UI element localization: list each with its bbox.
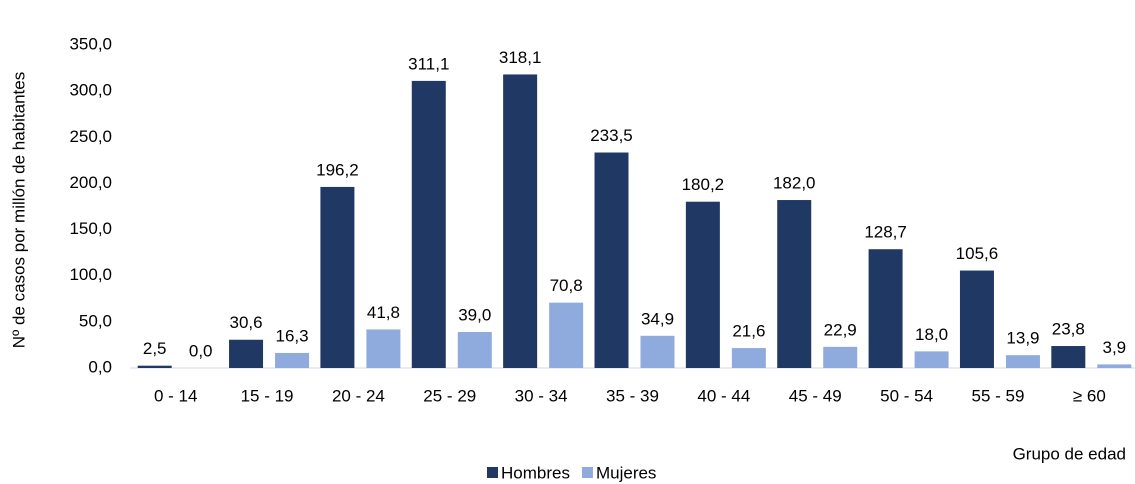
bar [914,351,949,368]
bar [731,348,766,368]
value-label: 22,9 [824,320,857,339]
x-tick-label: 30 - 34 [515,386,568,405]
y-axis-title: Nº de casos por millón de habitantes [9,72,28,348]
value-label: 16,3 [275,326,308,345]
bar [503,74,538,368]
bar [777,200,812,368]
value-label: 18,0 [915,325,948,344]
bar [229,339,264,368]
x-tick-label: 40 - 44 [697,386,750,405]
value-label: 41,8 [367,303,400,322]
value-label: 23,8 [1052,320,1085,339]
bar [1051,346,1086,368]
value-label: 0,0 [189,341,213,360]
bar [959,270,994,368]
bar [823,346,858,368]
y-tick-label: 100,0 [69,265,112,284]
bar [1097,364,1132,368]
bar [457,332,492,368]
y-tick-label: 150,0 [69,219,112,238]
value-label: 233,5 [590,126,633,145]
x-tick-label: 50 - 54 [880,386,933,405]
x-tick-label: 0 - 14 [154,386,197,405]
x-axis-title: Grupo de edad [1013,444,1126,463]
legend-swatch [581,467,593,478]
x-tick-label: 20 - 24 [332,386,385,405]
y-tick-label: 250,0 [69,127,112,146]
value-label: 13,9 [1006,329,1039,348]
value-label: 30,6 [229,313,262,332]
bar [868,249,903,368]
value-label: 21,6 [732,322,765,341]
value-label: 318,1 [499,48,542,67]
x-tick-label: 25 - 29 [423,386,476,405]
bar [366,329,401,368]
bar [137,365,172,368]
value-label: 34,9 [641,309,674,328]
bar [320,186,355,368]
value-label: 128,7 [864,223,907,242]
x-tick-label: 45 - 49 [789,386,842,405]
x-tick-label: 35 - 39 [606,386,659,405]
bar [685,201,720,368]
value-label: 182,0 [773,174,816,193]
legend-label: Mujeres [596,463,656,482]
value-label: 3,9 [1102,338,1126,357]
x-tick-label: 15 - 19 [241,386,294,405]
legend-swatch [487,467,498,478]
bar [1005,355,1040,368]
value-label: 39,0 [458,305,491,324]
legend-label: Hombres [501,463,570,482]
bar [594,152,629,368]
y-tick-label: 0,0 [88,357,112,376]
value-label: 70,8 [550,276,583,295]
x-tick-label: 55 - 59 [971,386,1024,405]
y-tick-label: 350,0 [69,34,112,53]
bar [275,352,310,368]
y-tick-label: 300,0 [69,81,112,100]
x-tick-label: ≥ 60 [1073,386,1106,405]
bar [549,302,584,368]
value-label: 311,1 [408,54,449,73]
value-label: 180,2 [682,175,725,194]
y-tick-label: 200,0 [69,173,112,192]
value-label: 2,5 [143,339,167,358]
value-label: 196,2 [316,160,359,179]
bar [640,335,675,368]
y-tick-label: 50,0 [79,311,112,330]
value-label: 105,6 [956,244,999,263]
bar [411,80,446,368]
